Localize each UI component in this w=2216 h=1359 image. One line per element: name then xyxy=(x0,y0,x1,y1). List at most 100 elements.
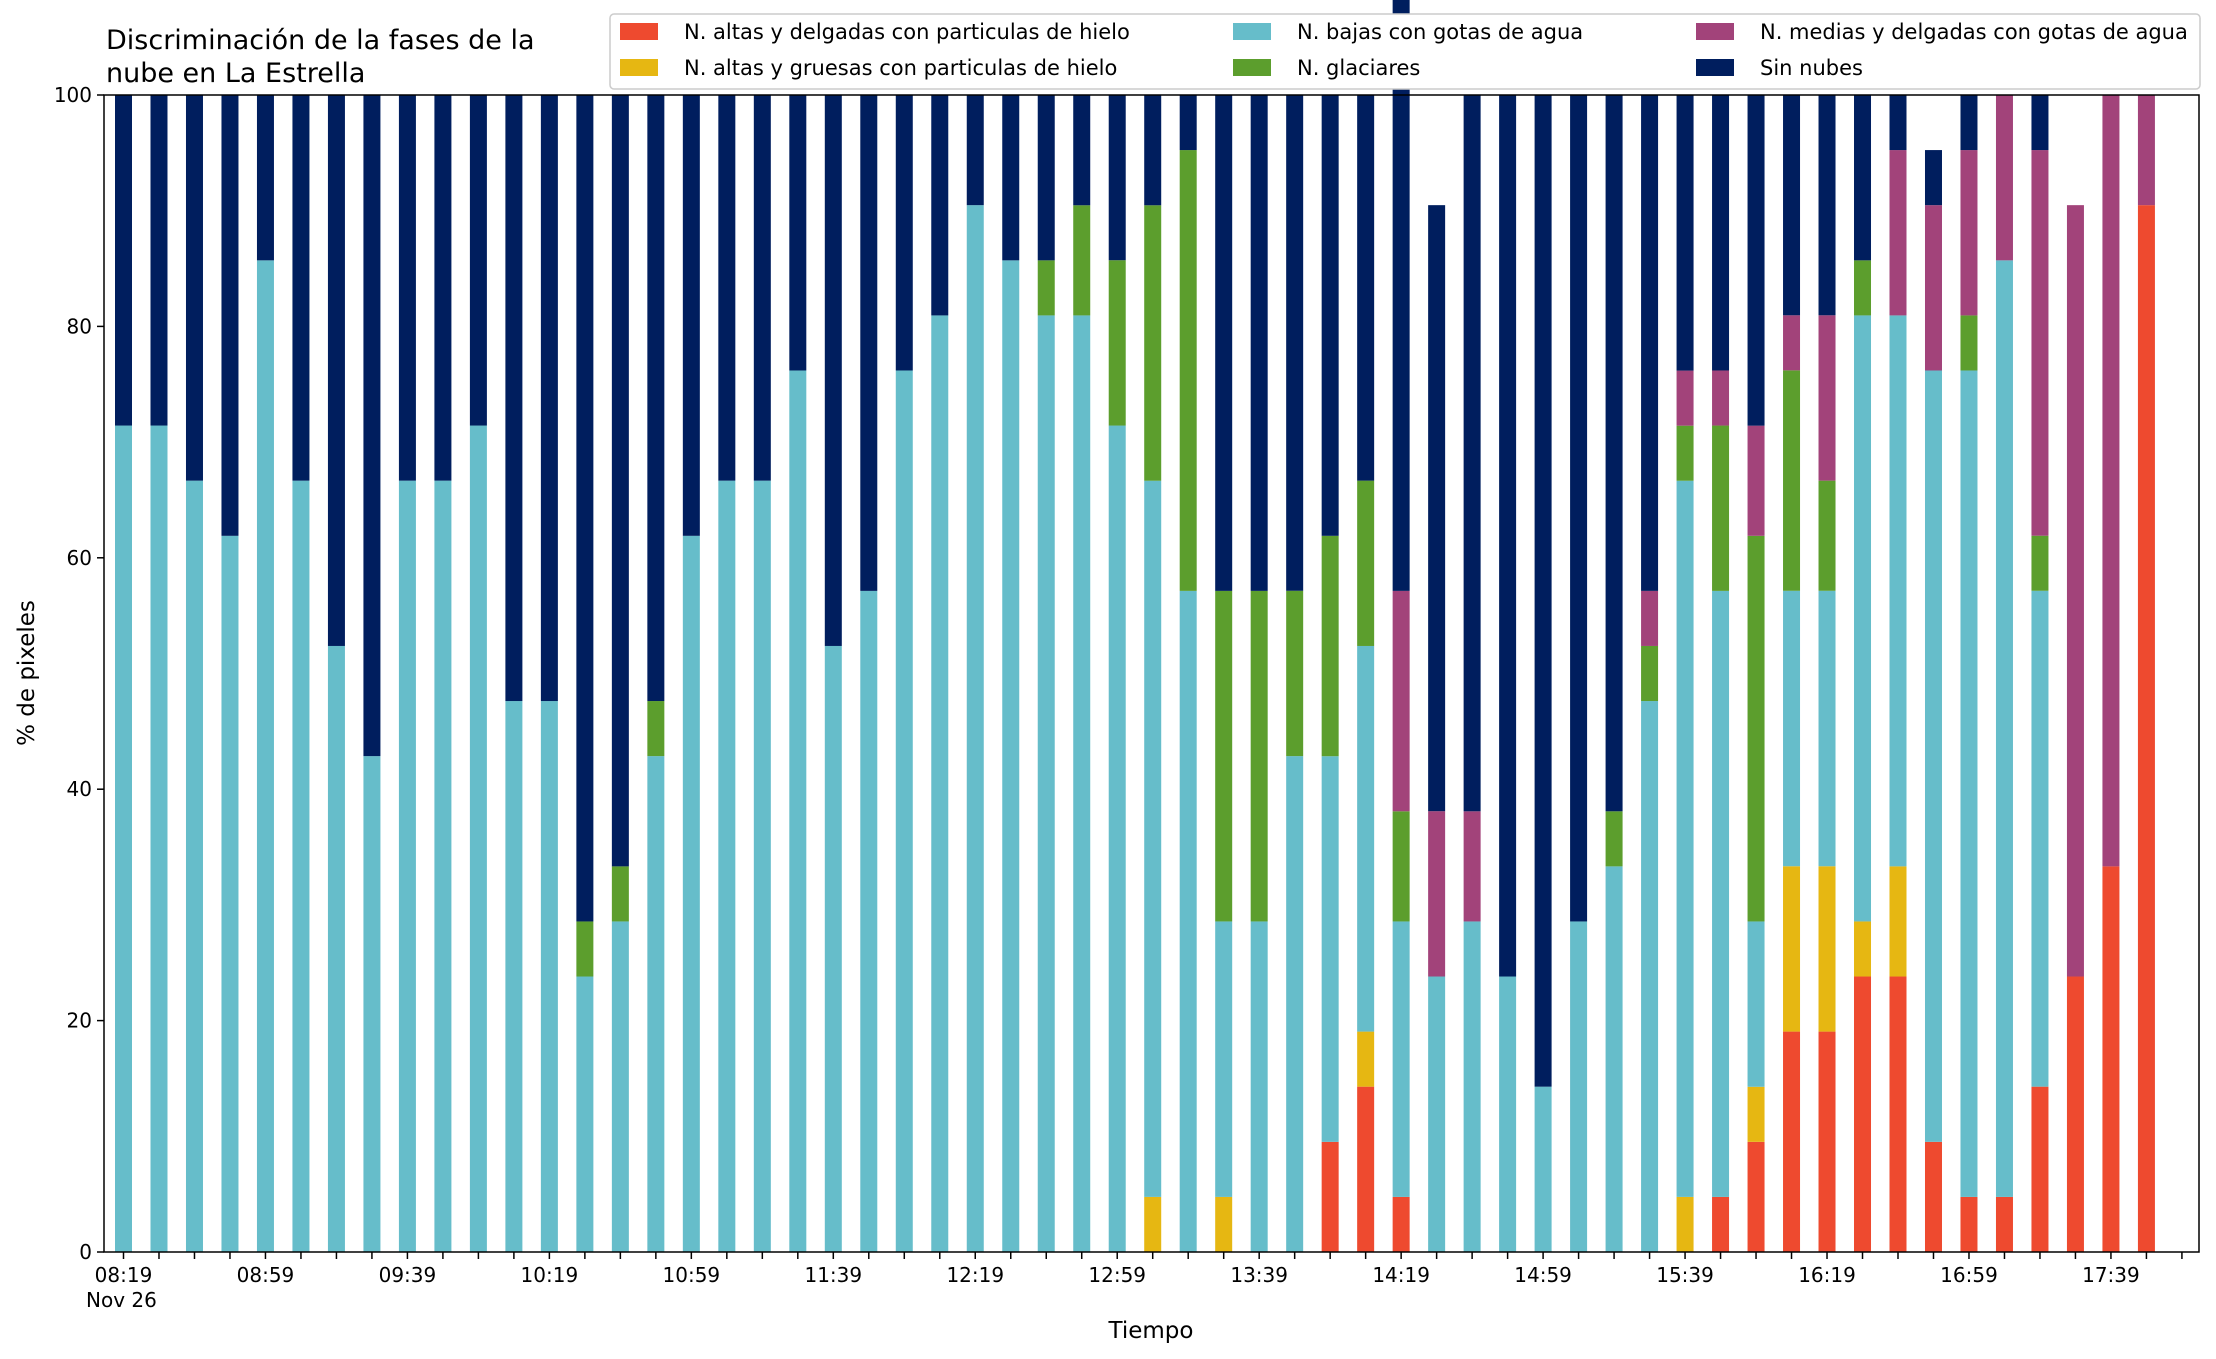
bar-segment xyxy=(505,701,523,1252)
bar-segment xyxy=(1215,590,1233,922)
bar-segment xyxy=(469,425,487,1252)
bar-segment xyxy=(2031,1086,2049,1252)
y-tick-label: 100 xyxy=(54,83,92,107)
bar-segment xyxy=(576,976,594,1252)
bar-segment xyxy=(611,921,629,1252)
x-tick-label: 10:19 xyxy=(521,1263,579,1287)
x-axis: 08:19 08:59 09:39 10:19 10:59 11:39 12:19 12:59… xyxy=(95,1252,2183,1287)
bar-segment xyxy=(1995,1196,2013,1252)
bar-segment xyxy=(1463,921,1481,1252)
legend-swatch xyxy=(1696,59,1734,76)
bar-segment xyxy=(1641,95,1659,591)
bar-segment xyxy=(576,921,594,977)
bar-segment xyxy=(1499,976,1517,1252)
y-axis: 0 20 40 60 80 100 xyxy=(54,83,104,1264)
bar-segment xyxy=(221,535,239,1252)
bar-segment xyxy=(895,95,913,371)
bar-segment xyxy=(1321,756,1339,1142)
bar-segment xyxy=(1818,1031,1836,1252)
bar-segment xyxy=(1605,866,1623,1252)
bar-segment xyxy=(398,95,416,481)
bar-segment xyxy=(434,480,452,1252)
bar-segment xyxy=(1108,425,1126,1252)
bar-segment xyxy=(824,645,842,1252)
bar-segment xyxy=(1073,95,1091,206)
bar-segment xyxy=(1215,921,1233,1197)
bar-segment xyxy=(256,95,274,261)
bar-segment xyxy=(1676,480,1694,1197)
legend-entry-label: Sin nubes xyxy=(1760,56,1863,80)
x-tick-label: 16:19 xyxy=(1798,1263,1856,1287)
bar-segment xyxy=(1995,95,2013,261)
bar-segment xyxy=(1960,370,1978,1197)
bar-segment xyxy=(1747,1141,1765,1252)
bar-segment xyxy=(1357,95,1375,481)
bar-segment xyxy=(647,95,665,702)
bar-segment xyxy=(2031,95,2049,151)
x-tick-label: 09:39 xyxy=(379,1263,437,1287)
bar-segment xyxy=(2137,205,2155,1252)
bar-segment xyxy=(1676,425,1694,481)
chart-title-line: nube en La Estrella xyxy=(106,58,365,89)
bar-segment xyxy=(1924,1141,1942,1252)
y-tick-label: 20 xyxy=(67,1009,92,1033)
bar-segment xyxy=(1357,645,1375,1032)
bar-segment xyxy=(1108,260,1126,426)
bar-segment xyxy=(1499,95,1517,977)
bar-segment xyxy=(469,95,487,426)
bar-segment xyxy=(1641,701,1659,1252)
bar-segment xyxy=(1995,260,2013,1197)
bar-segment xyxy=(1144,1196,1162,1252)
bar-segment xyxy=(1073,315,1091,1252)
bar-segment xyxy=(1215,95,1233,591)
bar-segment xyxy=(1144,95,1162,206)
bar-segment xyxy=(2066,976,2084,1252)
bar-segment xyxy=(1960,150,1978,316)
plot-frame xyxy=(103,94,2200,1253)
bar-segment xyxy=(1002,95,1020,261)
bar-segment xyxy=(1037,315,1055,1252)
bar-segment xyxy=(327,645,345,1252)
y-axis-label: % de pixeles xyxy=(14,600,40,746)
x-tick-label: 08:59 xyxy=(237,1263,295,1287)
bar-segment xyxy=(860,95,878,591)
bar-segment xyxy=(753,480,771,1252)
legend-frame xyxy=(609,13,2201,90)
bar-segment xyxy=(647,756,665,1252)
bar-segment xyxy=(434,95,452,481)
bar-segment xyxy=(363,756,381,1252)
y-tick-label: 80 xyxy=(67,314,92,338)
legend-entry-label: N. glaciares xyxy=(1297,56,1420,80)
bar-segment xyxy=(1570,921,1588,1252)
legend-swatch xyxy=(620,59,658,76)
bar-segment xyxy=(1073,205,1091,316)
x-tick-label: 14:19 xyxy=(1372,1263,1430,1287)
bar-segment xyxy=(1463,811,1481,922)
x-tick-label: 13:39 xyxy=(1230,1263,1288,1287)
bar-segment xyxy=(1889,866,1907,977)
bar-segment xyxy=(1392,811,1410,922)
bar-segment xyxy=(1392,0,1410,591)
bar-segment xyxy=(753,95,771,481)
bar-segment xyxy=(1392,921,1410,1197)
bar-segment xyxy=(1854,315,1872,922)
bar-segment xyxy=(1605,95,1623,812)
legend-swatch xyxy=(620,23,658,40)
bar-segment xyxy=(611,866,629,922)
bar-segment xyxy=(1428,205,1446,812)
bar-segment xyxy=(931,95,949,316)
bar-segment xyxy=(1108,94,1126,261)
bar-segment xyxy=(1286,94,1304,591)
bar-segment xyxy=(185,480,203,1252)
bar-segment xyxy=(1783,590,1801,867)
bar-segment xyxy=(1641,590,1659,646)
legend-swatch xyxy=(1696,23,1734,40)
bar-segment xyxy=(1534,1086,1552,1252)
bar-segment xyxy=(1357,480,1375,646)
y-tick-label: 40 xyxy=(67,777,92,801)
legend: N. altas y delgadas con particulas de hi… xyxy=(609,13,2201,90)
y-tick-label: 0 xyxy=(79,1240,92,1264)
bar-segment xyxy=(1357,1086,1375,1252)
bar-segment xyxy=(682,535,700,1252)
bar-segment xyxy=(150,95,168,426)
